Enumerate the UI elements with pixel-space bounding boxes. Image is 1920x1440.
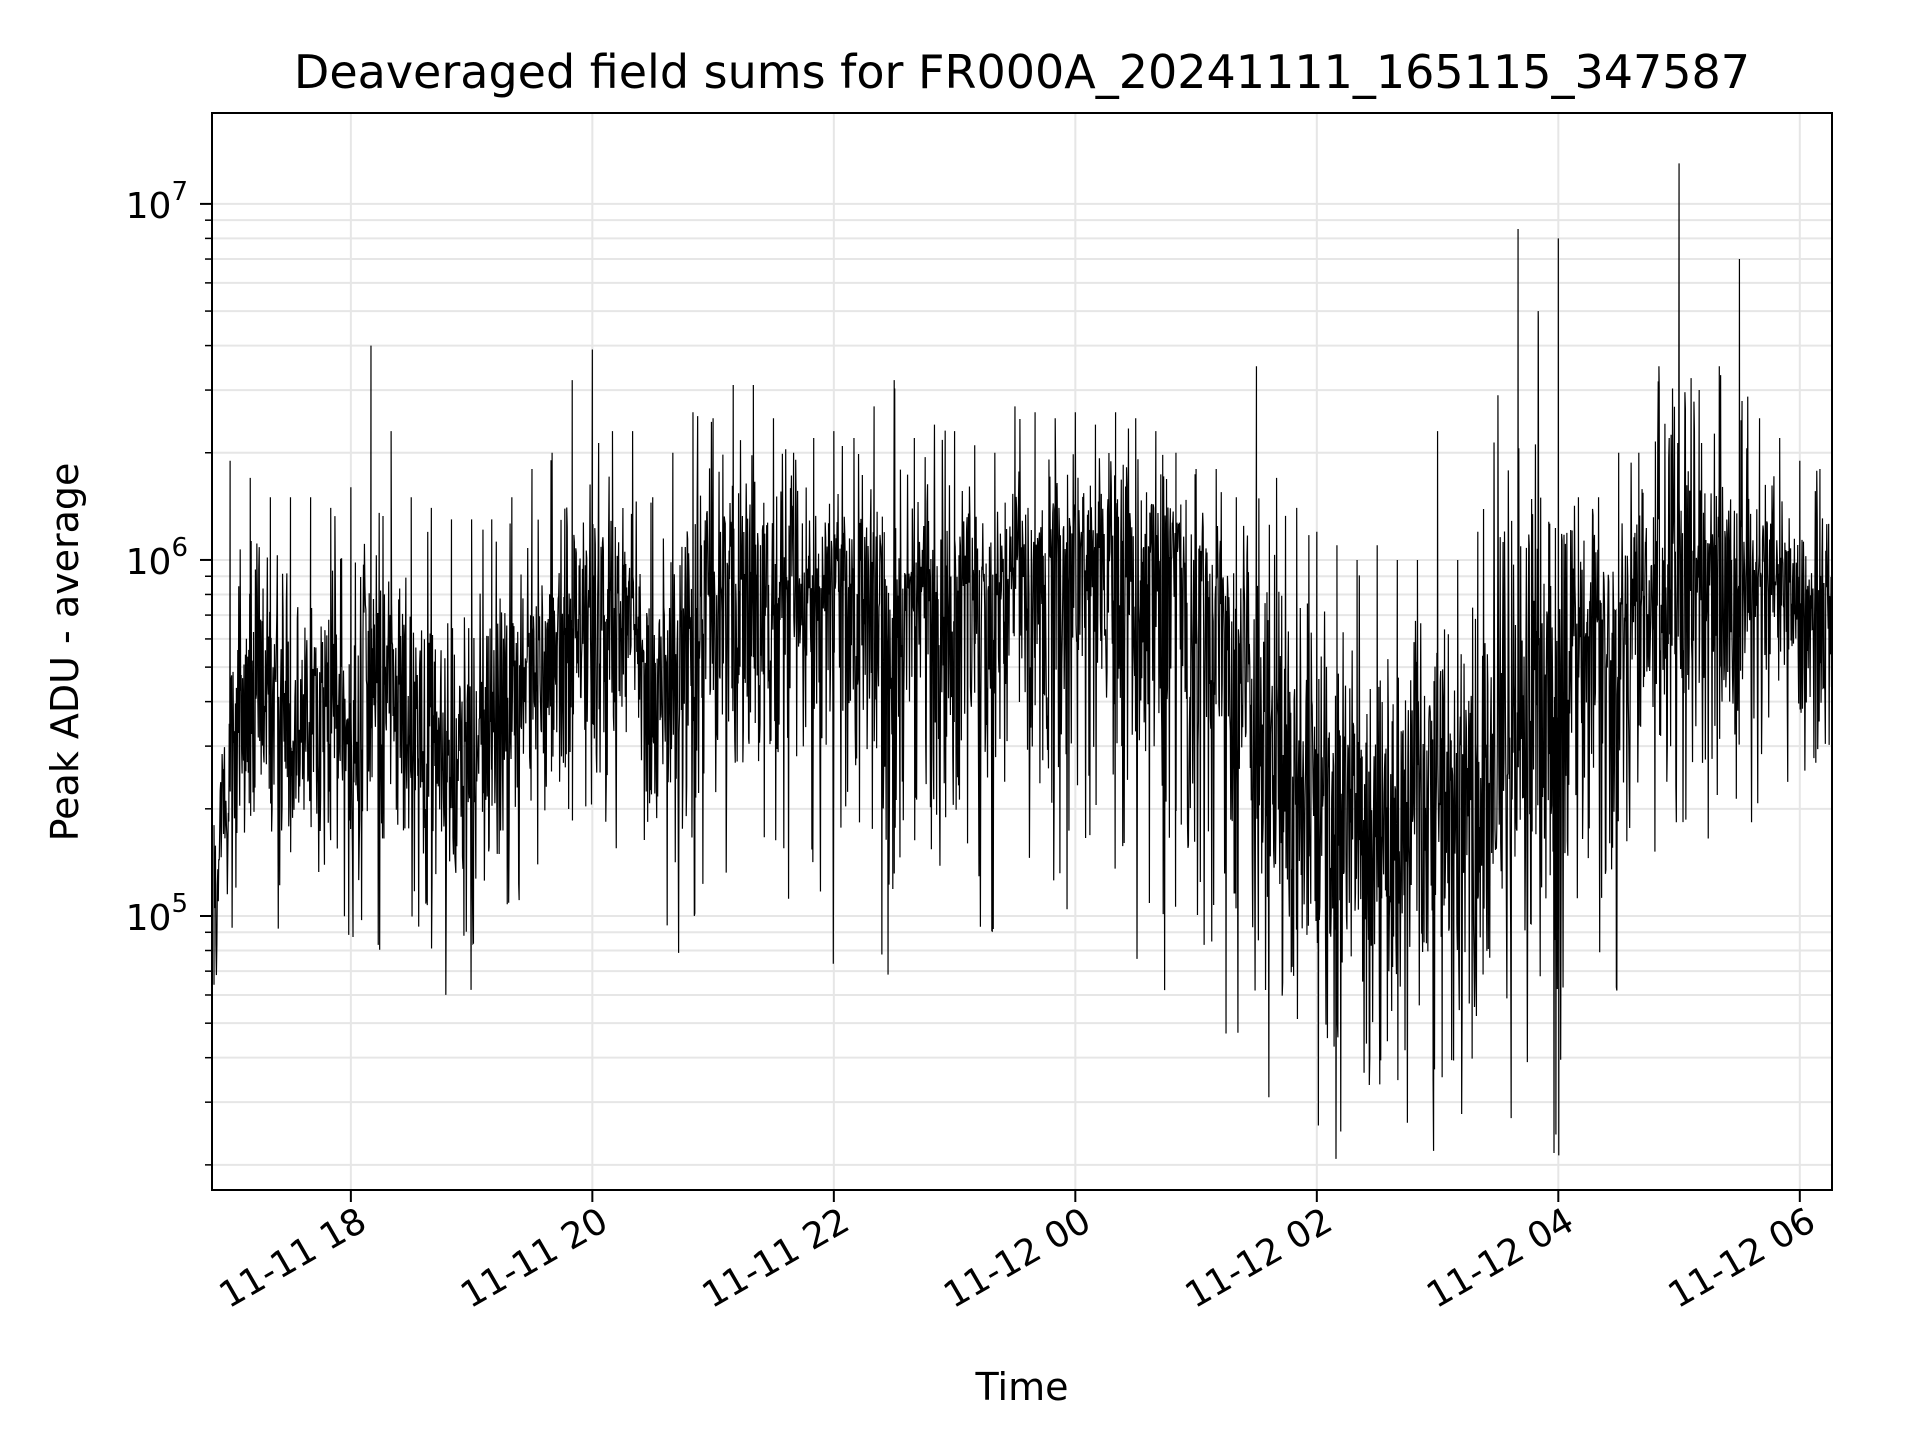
y-axis-label: Peak ADU - average [43, 463, 87, 842]
y-tick-exponent: 7 [171, 177, 188, 207]
y-tick-label: 105 [126, 889, 188, 939]
y-tick-base: 10 [126, 898, 172, 939]
y-tick-exponent: 6 [171, 533, 188, 563]
y-tick-label: 106 [126, 533, 188, 583]
x-axis-ticks: 11-11 18 11-11 20 11-11 22 11-12 00 11-12 02… [213, 1190, 1823, 1317]
x-tick-label: 11-11 22 [696, 1200, 857, 1316]
plot-frame [211, 112, 1833, 1191]
series-line [213, 163, 1832, 1159]
y-tick-exponent: 5 [171, 889, 188, 919]
x-axis-label: Time [975, 1365, 1069, 1409]
x-tick-label: 11-12 00 [937, 1200, 1098, 1316]
x-tick-label: 11-12 04 [1420, 1200, 1581, 1316]
y-tick-base: 10 [126, 542, 172, 583]
x-tick-label: 11-11 18 [213, 1200, 374, 1316]
y-tick-base: 10 [126, 186, 172, 227]
x-tick-label: 11-12 02 [1179, 1200, 1340, 1316]
chart-title: Deaveraged field sums for FR000A_2024111… [294, 45, 1750, 99]
series-layer [213, 163, 1832, 1159]
x-tick-label: 11-12 06 [1662, 1200, 1823, 1316]
x-tick-label: 11-11 20 [454, 1200, 615, 1316]
y-tick-label: 107 [126, 177, 188, 227]
